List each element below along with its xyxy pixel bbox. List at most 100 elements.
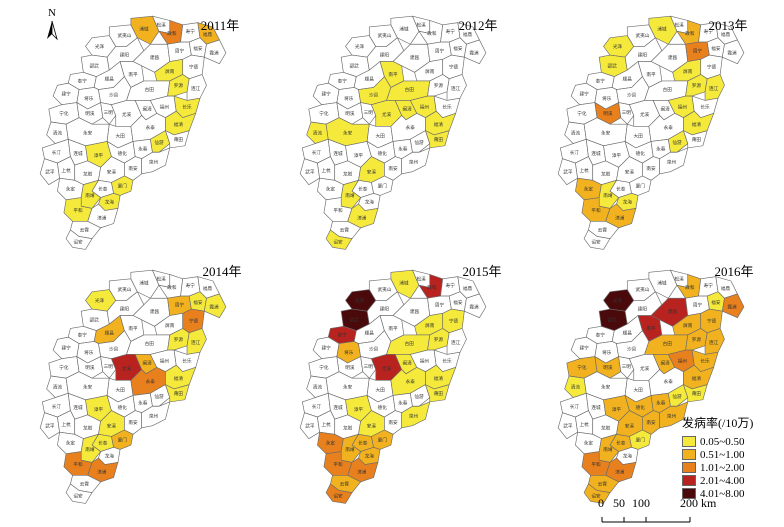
county-region	[557, 158, 578, 186]
county-label: 宁化	[577, 364, 587, 371]
county-label: 永安	[343, 383, 353, 390]
county-region	[424, 130, 450, 149]
county-label: 漳平	[612, 152, 622, 159]
county-label: 上杭	[579, 421, 589, 428]
county-region	[659, 147, 689, 175]
county-label: 松溪	[674, 21, 684, 28]
county-label: 闽清	[660, 106, 670, 113]
scale-bar: 0 50 100 200 km	[598, 496, 716, 526]
county-label: 永安	[343, 129, 353, 136]
county-label: 宁德	[707, 318, 717, 325]
county-label: 政和	[167, 284, 177, 291]
county-region	[203, 293, 227, 319]
county-label: 光泽	[95, 297, 105, 304]
county-label: 宁化	[577, 110, 587, 117]
county-label: 宁德	[189, 64, 199, 71]
county-region	[618, 356, 635, 379]
county-label: 南靖	[85, 192, 95, 199]
county-label: 邵武	[90, 316, 100, 323]
county-region	[141, 147, 171, 175]
county-label: 宁化	[59, 110, 69, 117]
county-region	[100, 356, 117, 379]
county-label: 福安	[711, 299, 721, 306]
county-label: 浦城	[139, 26, 149, 33]
county-label: 长乐	[442, 104, 452, 111]
county-label: 南靖	[603, 446, 613, 453]
county-label: 福州	[420, 358, 430, 365]
county-label: 罗源	[434, 82, 444, 89]
county-label: 福清	[174, 375, 184, 382]
county-label: 泰宁	[78, 78, 88, 85]
legend-swatch	[682, 488, 696, 499]
county-label: 长汀	[570, 149, 580, 156]
county-label: 平和	[73, 461, 83, 468]
county-label: 建阳	[380, 52, 390, 59]
county-label: 屏南	[165, 322, 175, 329]
county-label: 宁化	[319, 364, 329, 371]
county-region	[65, 483, 93, 504]
county-label: 厦门	[636, 182, 646, 189]
county-label: 明溪	[85, 364, 95, 371]
county-region	[659, 401, 689, 429]
county-label: 诏安	[73, 239, 83, 246]
county-label: 大田	[633, 387, 643, 394]
county-region	[463, 39, 487, 65]
county-label: 松溪	[416, 21, 426, 28]
county-label: 宁德	[449, 64, 459, 71]
county-label: 将乐	[602, 349, 612, 356]
county-label: 龙海	[365, 199, 375, 206]
county-region	[149, 130, 171, 153]
county-label: 宁德	[449, 318, 459, 325]
county-label: 明溪	[345, 110, 355, 117]
scale-ruler-icon	[601, 517, 691, 523]
county-label: 永定	[66, 186, 76, 193]
county-label: 宁德	[707, 64, 717, 71]
year-title: 2011年	[201, 18, 240, 33]
county-label: 连城	[333, 404, 343, 411]
county-label: 清流	[313, 383, 323, 390]
county-label: 福州	[678, 358, 688, 365]
county-label: 连城	[333, 150, 343, 157]
county-label: 诏安	[333, 493, 343, 500]
county-label: 霞浦	[469, 50, 479, 57]
county-label: 福鼎	[463, 285, 473, 292]
legend: 发病率(/10万) 0.05~0.50 0.51~1.00 1.01~2.00 2.0…	[682, 414, 782, 500]
county-label: 长乐	[700, 358, 710, 365]
county-label: 邵武	[350, 316, 360, 323]
county-label: 明溪	[603, 364, 613, 371]
year-title: 2013年	[708, 18, 747, 33]
county-label: 光泽	[95, 43, 105, 50]
county-label: 明溪	[345, 364, 355, 371]
county-label: 明溪	[85, 110, 95, 117]
county-label: 漳浦	[615, 469, 625, 476]
county-label: 龙岩	[83, 424, 93, 431]
county-label: 平和	[333, 461, 343, 468]
county-label: 清流	[571, 383, 581, 390]
county-label: 诏安	[591, 493, 601, 500]
county-label: 仙游	[672, 139, 682, 146]
county-label: 沙县	[109, 93, 119, 99]
county-label: 古田	[145, 86, 155, 93]
county-label: 霞浦	[727, 50, 737, 57]
county-label: 厦门	[118, 182, 128, 189]
county-label: 福鼎	[721, 285, 731, 292]
county-label: 浦城	[657, 280, 667, 287]
county-label: 闽清	[660, 360, 670, 367]
county-label: 古田	[405, 340, 415, 347]
county-label: 连江	[191, 339, 201, 346]
county-label: 松溪	[674, 275, 684, 282]
legend-item: 4.01~8.00	[682, 487, 782, 500]
county-label: 将乐	[344, 349, 354, 356]
county-label: 清流	[53, 383, 63, 390]
county-label: 南靖	[603, 192, 613, 199]
county-label: 福州	[160, 358, 170, 365]
county-label: 福清	[434, 375, 444, 382]
county-label: 屏南	[683, 68, 693, 75]
county-label: 云霄	[80, 228, 90, 234]
county-label: 福鼎	[463, 31, 473, 38]
county-label: 漳浦	[357, 469, 367, 476]
county-region	[100, 102, 117, 125]
